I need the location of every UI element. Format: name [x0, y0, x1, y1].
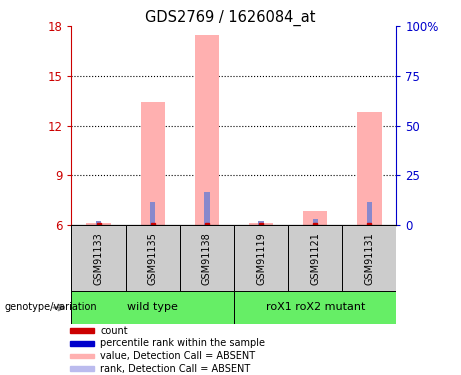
Text: count: count — [100, 326, 128, 336]
Bar — [180, 225, 234, 292]
Text: wild type: wild type — [127, 303, 178, 312]
Bar — [204, 192, 210, 225]
Bar — [366, 202, 372, 225]
Text: roX1 roX2 mutant: roX1 roX2 mutant — [266, 303, 365, 312]
Text: GSM91138: GSM91138 — [202, 232, 212, 285]
Bar — [70, 328, 95, 333]
Text: GSM91121: GSM91121 — [310, 232, 320, 285]
Bar — [357, 112, 382, 225]
Text: rank, Detection Call = ABSENT: rank, Detection Call = ABSENT — [100, 364, 251, 374]
Bar — [70, 354, 95, 358]
Text: GSM91119: GSM91119 — [256, 232, 266, 285]
Bar — [303, 211, 327, 225]
Bar — [234, 291, 396, 324]
Bar — [342, 225, 396, 292]
Bar — [234, 225, 288, 292]
Bar — [70, 341, 95, 346]
Text: GSM91133: GSM91133 — [94, 232, 104, 285]
Bar — [150, 202, 155, 225]
Text: value, Detection Call = ABSENT: value, Detection Call = ABSENT — [100, 351, 255, 361]
Bar — [71, 225, 125, 292]
Bar — [71, 291, 234, 324]
Bar — [313, 219, 318, 225]
Text: genotype/variation: genotype/variation — [5, 303, 97, 312]
Bar — [288, 225, 342, 292]
Bar — [86, 224, 111, 225]
Text: GDS2769 / 1626084_at: GDS2769 / 1626084_at — [145, 9, 316, 26]
Bar — [195, 34, 219, 225]
Bar — [258, 221, 264, 225]
Text: GSM91131: GSM91131 — [364, 232, 374, 285]
Bar — [249, 222, 273, 225]
Bar — [125, 225, 180, 292]
Text: percentile rank within the sample: percentile rank within the sample — [100, 338, 266, 348]
Bar — [70, 366, 95, 371]
Bar — [141, 102, 165, 225]
Text: GSM91135: GSM91135 — [148, 232, 158, 285]
Bar — [96, 221, 101, 225]
